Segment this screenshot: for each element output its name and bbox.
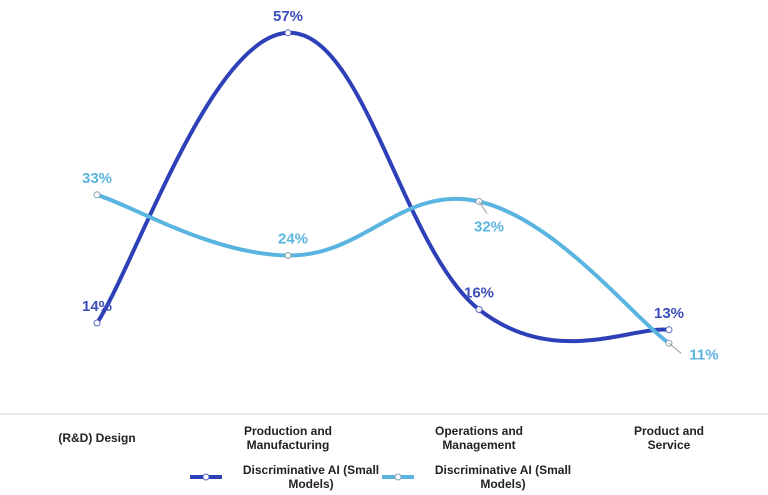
series-1-data-label: 13%	[654, 305, 684, 322]
series-2-line	[95, 192, 671, 346]
x-tick-label: Operations and Management	[435, 424, 523, 452]
series-2-point	[93, 191, 101, 199]
legend-item: Discriminative AI (Small Models)	[190, 463, 379, 491]
series-1-line	[95, 30, 671, 344]
x-tick-label: (R&D) Design	[58, 431, 135, 445]
series-1-point	[665, 326, 673, 334]
leader-line	[668, 342, 682, 354]
x-tick-label: Production and Manufacturing	[244, 424, 332, 452]
legend: Discriminative AI (Small Models) Discrimin…	[190, 463, 571, 491]
category-labels: (R&D) Design Production and Manufacturing O…	[58, 424, 704, 452]
series-2-point	[284, 252, 292, 259]
series-1-data-label: 57%	[273, 8, 303, 25]
x-tick-label: Product and Service	[634, 424, 704, 452]
series-1-point	[284, 29, 292, 37]
series-2-data-label: 33%	[82, 170, 112, 187]
series-1-point	[475, 306, 483, 313]
leader-line	[478, 201, 488, 214]
legend-item: Discriminative AI (Small Models)	[382, 463, 571, 491]
series-1-data-label: 16%	[464, 285, 494, 302]
legend-label: Discriminative AI (Small Models)	[243, 463, 379, 491]
series-1-point	[93, 319, 101, 327]
series-2-data-label: 24%	[278, 231, 308, 248]
legend-label: Discriminative AI (Small Models)	[435, 463, 571, 491]
plot-area: 14% 57% 16% 13% 33% 24% 32% 11%	[82, 8, 719, 363]
series-1-data-label: 14%	[82, 298, 112, 315]
series-2-data-label: 11%	[689, 346, 718, 363]
series-2-data-label: 32%	[474, 219, 504, 236]
legend-marker	[394, 473, 402, 481]
legend-marker	[202, 473, 210, 481]
